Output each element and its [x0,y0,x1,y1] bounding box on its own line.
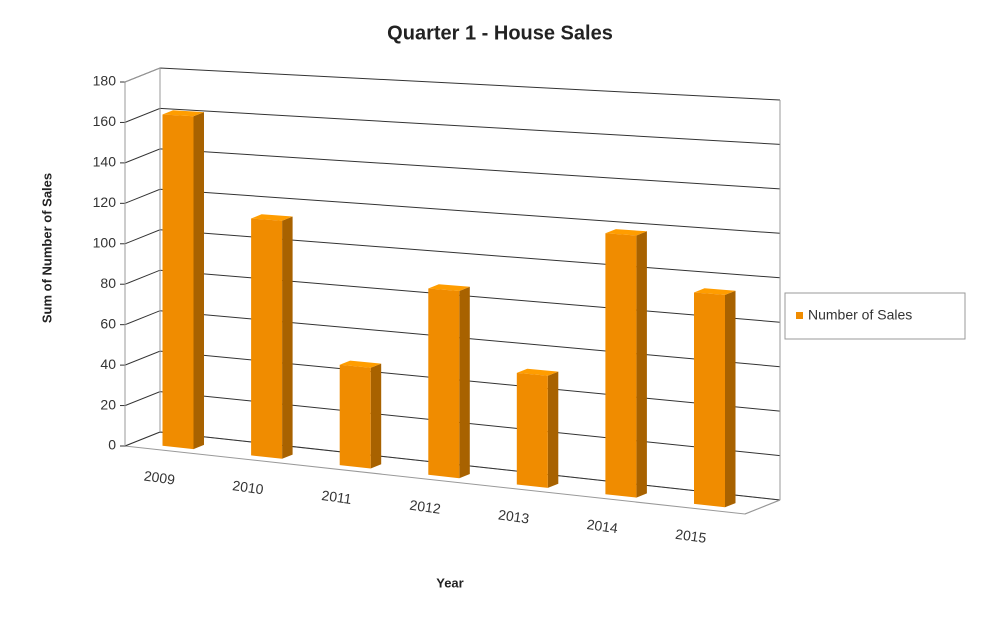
y-tick-label: 160 [93,113,117,129]
legend-label: Number of Sales [808,307,912,323]
x-tick-label: 2011 [321,487,353,507]
bar-top [162,110,204,117]
bar-side [282,216,293,459]
bar [339,364,371,469]
grid-line [124,148,781,190]
x-axis-title: Year [436,575,463,590]
y-tick-label: 100 [93,234,117,250]
x-tick-label: 2015 [674,526,707,546]
bar-side [370,363,382,469]
bar-top [251,214,293,221]
bar-top [339,360,382,368]
bar [605,233,637,498]
y-tick-label: 60 [100,315,116,331]
grid-line [124,188,781,234]
wall-edge [124,67,161,446]
bar-side [636,231,647,498]
bar-top [516,368,559,376]
grid-line [124,107,781,145]
y-tick-label: 20 [100,396,116,412]
bar [516,372,548,488]
bar-top [428,284,470,291]
bar-top [605,229,647,236]
wall-edge [744,499,781,515]
y-axis-title: Sum of Number of Sales [39,173,54,323]
x-tick-label: 2013 [497,506,530,526]
bar-side [725,290,736,508]
y-tick-label: 140 [93,154,117,170]
y-tick-label: 180 [93,73,117,89]
y-tick-label: 120 [93,194,117,210]
y-tick-label: 40 [100,356,116,372]
bar [694,292,725,508]
x-tick-label: 2014 [586,516,619,536]
y-tick-label: 0 [108,437,116,453]
bar-side [547,371,559,488]
y-tick-label: 80 [100,275,116,291]
x-tick-label: 2012 [409,497,442,517]
bar-side [459,286,470,479]
bar-top [694,288,736,295]
bar [428,288,460,479]
x-tick-label: 2009 [143,467,176,487]
legend-box [784,292,966,340]
grid-line [124,229,781,279]
bar [162,114,194,450]
x-tick-label: 2010 [231,477,264,497]
chart-title: Quarter 1 - House Sales [387,22,613,44]
bar [251,218,283,459]
legend-swatch [796,312,803,319]
grid-line [124,67,781,101]
bar-side [193,112,204,450]
